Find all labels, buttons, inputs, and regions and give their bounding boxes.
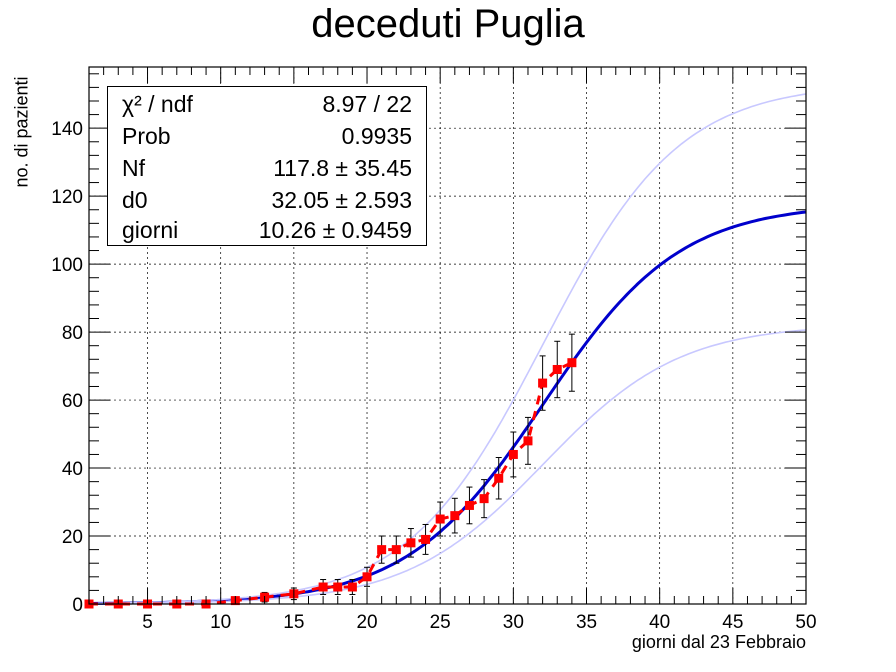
stats-value: 10.26 ± 0.9459 xyxy=(258,217,412,243)
x-tick-label: 25 xyxy=(430,612,451,633)
plot-frame xyxy=(88,66,807,605)
stats-row: Nf 117.8 ± 35.45 xyxy=(122,155,412,189)
x-tick-label: 20 xyxy=(356,612,377,633)
y-tick-label: 20 xyxy=(62,527,83,548)
y-tick-label: 40 xyxy=(62,459,83,480)
data-point xyxy=(567,358,577,368)
data-point xyxy=(435,514,445,524)
y-tick-label: 100 xyxy=(51,255,83,276)
stats-value: 0.9935 xyxy=(341,123,412,149)
stats-name: giorni xyxy=(122,217,179,243)
fit-curve-fit xyxy=(89,210,807,605)
stats-name: Nf xyxy=(122,155,145,181)
data-point xyxy=(406,538,416,548)
y-tick-label: 80 xyxy=(62,323,83,344)
stats-name: χ² / ndf xyxy=(122,91,193,117)
stats-row: χ² / ndf 8.97 / 22 xyxy=(122,91,412,125)
x-axis-label: giorni dal 23 Febbraio xyxy=(631,632,806,652)
data-point xyxy=(552,364,562,374)
data-point xyxy=(347,582,357,592)
x-tick-label: 10 xyxy=(210,612,231,633)
y-tick-label: 60 xyxy=(62,391,83,412)
y-tick-label: 140 xyxy=(51,119,83,140)
stats-row: d0 32.05 ± 2.593 xyxy=(122,187,412,221)
stats-row: giorni 10.26 ± 0.9459 xyxy=(122,217,412,251)
data-point xyxy=(450,511,460,521)
x-tick-label: 50 xyxy=(795,612,816,633)
chart-title: deceduti Puglia xyxy=(311,2,585,46)
stats-value: 8.97 / 22 xyxy=(322,91,412,117)
x-tick-label: 5 xyxy=(142,612,153,633)
data-points xyxy=(84,333,577,609)
stats-value: 32.05 ± 2.593 xyxy=(271,187,412,213)
data-line xyxy=(89,361,573,606)
stats-name: Prob xyxy=(122,123,171,149)
axis-ticks: 5 10 15 20 25 30 35 40 45 50 0 20 40 60 80 100 120 140 xyxy=(51,67,817,633)
data-point xyxy=(318,582,328,592)
y-tick-label: 120 xyxy=(51,187,83,208)
x-tick-label: 15 xyxy=(283,612,304,633)
x-tick-label: 30 xyxy=(503,612,524,633)
data-point xyxy=(538,378,548,388)
data-point xyxy=(494,473,504,483)
y-tick-label: 0 xyxy=(72,595,83,616)
x-tick-label: 40 xyxy=(649,612,670,633)
y-axis-label: no. di pazienti xyxy=(11,76,32,188)
stats-box: χ² / ndf 8.97 / 22 Prob 0.9935 Nf 117.8 … xyxy=(107,86,427,246)
data-point xyxy=(362,572,372,582)
data-point xyxy=(523,436,533,446)
data-point xyxy=(377,545,387,555)
fit-curve-fit-lower xyxy=(89,329,807,605)
stats-name: d0 xyxy=(122,187,148,213)
stats-row: Prob 0.9935 xyxy=(122,123,412,157)
data-point xyxy=(479,494,489,504)
stats-value: 117.8 ± 35.45 xyxy=(273,155,412,181)
data-point xyxy=(391,545,401,555)
x-tick-label: 45 xyxy=(722,612,743,633)
data-point xyxy=(421,534,431,544)
data-point xyxy=(333,582,343,592)
data-point xyxy=(464,500,474,510)
data-point xyxy=(508,449,518,459)
x-tick-label: 35 xyxy=(576,612,597,633)
